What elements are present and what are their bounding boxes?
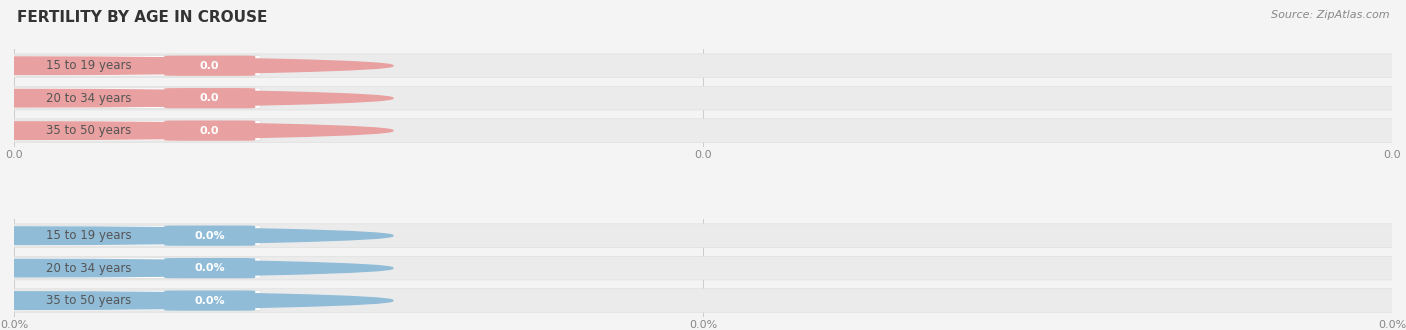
FancyBboxPatch shape xyxy=(8,289,1398,313)
FancyBboxPatch shape xyxy=(0,88,260,109)
FancyBboxPatch shape xyxy=(8,256,1398,280)
FancyBboxPatch shape xyxy=(0,290,260,311)
FancyBboxPatch shape xyxy=(0,55,260,76)
FancyBboxPatch shape xyxy=(165,55,256,76)
Text: FERTILITY BY AGE IN CROUSE: FERTILITY BY AGE IN CROUSE xyxy=(17,10,267,25)
Circle shape xyxy=(0,122,394,139)
FancyBboxPatch shape xyxy=(0,120,260,141)
FancyBboxPatch shape xyxy=(165,290,256,311)
FancyBboxPatch shape xyxy=(0,225,260,246)
FancyBboxPatch shape xyxy=(165,120,256,141)
Text: 0.0: 0.0 xyxy=(200,61,219,71)
FancyBboxPatch shape xyxy=(0,258,260,279)
Circle shape xyxy=(0,227,394,245)
FancyBboxPatch shape xyxy=(8,224,1398,248)
Circle shape xyxy=(0,57,394,75)
Text: 0.0%: 0.0% xyxy=(194,231,225,241)
Text: 20 to 34 years: 20 to 34 years xyxy=(46,262,131,275)
Text: 35 to 50 years: 35 to 50 years xyxy=(46,294,131,307)
Text: 0.0%: 0.0% xyxy=(194,296,225,306)
FancyBboxPatch shape xyxy=(165,258,256,278)
Text: 0.0: 0.0 xyxy=(200,93,219,103)
FancyBboxPatch shape xyxy=(165,225,256,246)
Circle shape xyxy=(0,89,394,107)
Circle shape xyxy=(0,259,394,277)
Text: 0.0: 0.0 xyxy=(200,126,219,136)
Circle shape xyxy=(0,292,394,309)
Text: 15 to 19 years: 15 to 19 years xyxy=(46,59,131,72)
FancyBboxPatch shape xyxy=(8,86,1398,110)
FancyBboxPatch shape xyxy=(8,54,1398,78)
Text: 15 to 19 years: 15 to 19 years xyxy=(46,229,131,242)
Text: 35 to 50 years: 35 to 50 years xyxy=(46,124,131,137)
Text: Source: ZipAtlas.com: Source: ZipAtlas.com xyxy=(1271,10,1389,20)
FancyBboxPatch shape xyxy=(8,119,1398,143)
Text: 20 to 34 years: 20 to 34 years xyxy=(46,92,131,105)
Text: 0.0%: 0.0% xyxy=(194,263,225,273)
FancyBboxPatch shape xyxy=(165,88,256,108)
